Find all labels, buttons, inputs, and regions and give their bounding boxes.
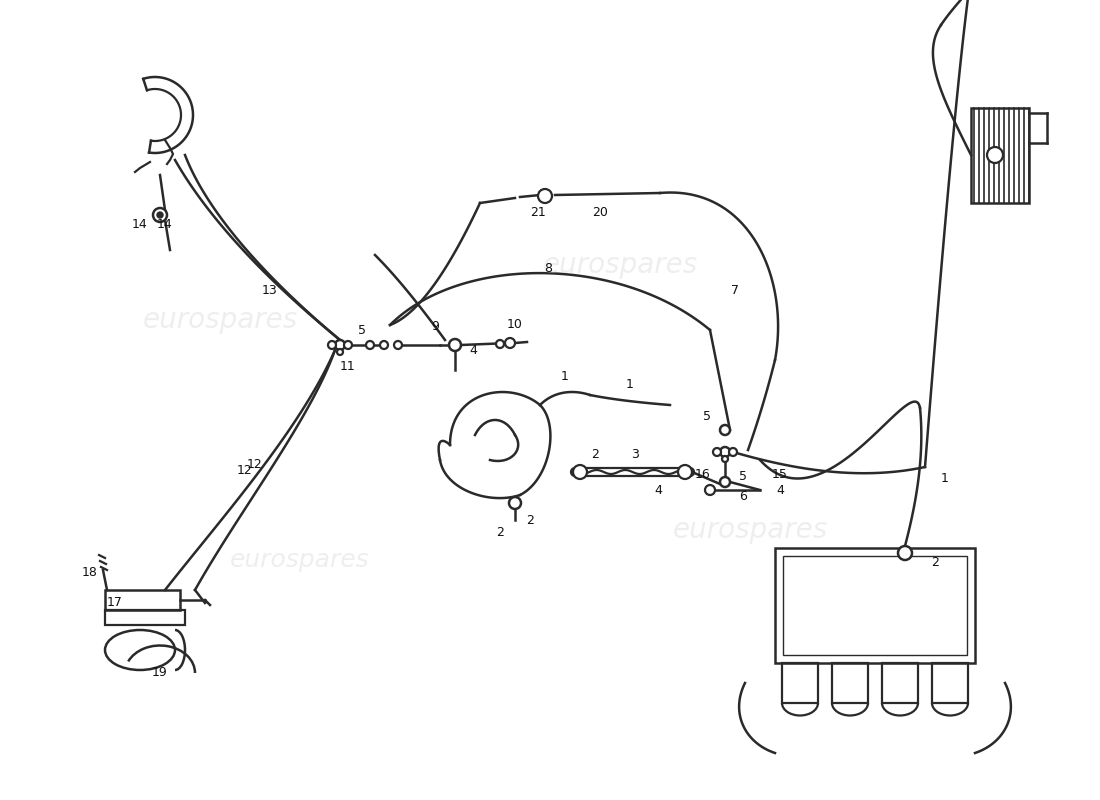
Circle shape — [366, 341, 374, 349]
Text: 1: 1 — [942, 471, 949, 485]
Text: 3: 3 — [631, 447, 639, 461]
Text: 12: 12 — [238, 463, 253, 477]
Circle shape — [705, 485, 715, 495]
Bar — [832, 663, 868, 703]
Circle shape — [505, 338, 515, 348]
Circle shape — [678, 465, 692, 479]
Circle shape — [157, 212, 163, 218]
Text: 4: 4 — [469, 343, 477, 357]
Bar — [971, 108, 1028, 203]
Circle shape — [541, 192, 549, 200]
Text: 12: 12 — [248, 458, 263, 471]
Text: 2: 2 — [496, 526, 504, 539]
Text: 5: 5 — [703, 410, 711, 423]
Text: 8: 8 — [544, 262, 552, 274]
Bar — [104, 610, 185, 625]
Text: eurospares: eurospares — [142, 306, 298, 334]
Text: 5: 5 — [739, 470, 747, 483]
Text: 16: 16 — [695, 467, 711, 481]
Circle shape — [337, 349, 343, 355]
Text: 14: 14 — [157, 218, 173, 231]
Text: 18: 18 — [82, 566, 98, 579]
Circle shape — [449, 339, 461, 351]
Text: 4: 4 — [777, 483, 784, 497]
Circle shape — [720, 425, 730, 435]
Circle shape — [379, 341, 388, 349]
Text: 1: 1 — [561, 370, 569, 383]
Bar — [104, 590, 180, 610]
Text: 19: 19 — [152, 666, 168, 679]
Circle shape — [573, 465, 587, 479]
Circle shape — [722, 456, 728, 462]
Text: 17: 17 — [107, 597, 123, 610]
Text: 14: 14 — [132, 218, 147, 231]
Circle shape — [898, 546, 912, 560]
Text: 11: 11 — [340, 361, 356, 374]
Bar — [882, 663, 918, 703]
Text: 2: 2 — [526, 514, 534, 526]
Circle shape — [987, 147, 1003, 163]
Text: 2: 2 — [591, 447, 598, 461]
Circle shape — [713, 448, 721, 456]
Circle shape — [720, 477, 730, 487]
Text: 15: 15 — [772, 467, 788, 481]
Text: 7: 7 — [732, 283, 739, 297]
Circle shape — [153, 208, 167, 222]
Text: 6: 6 — [739, 490, 747, 503]
Bar — [776, 548, 975, 663]
Text: 9: 9 — [431, 321, 439, 334]
Circle shape — [344, 341, 352, 349]
Circle shape — [496, 340, 504, 348]
Circle shape — [686, 468, 694, 476]
Circle shape — [571, 468, 579, 476]
Circle shape — [720, 447, 730, 457]
Text: eurospares: eurospares — [672, 516, 827, 544]
Text: 4: 4 — [654, 483, 662, 497]
Text: 1: 1 — [626, 378, 634, 391]
Text: 5: 5 — [358, 323, 366, 337]
Bar — [782, 663, 818, 703]
Text: eurospares: eurospares — [230, 548, 370, 572]
Circle shape — [538, 189, 552, 203]
Text: 13: 13 — [262, 283, 278, 297]
Circle shape — [729, 448, 737, 456]
Text: 10: 10 — [507, 318, 522, 331]
Text: eurospares: eurospares — [542, 251, 697, 279]
Bar — [783, 556, 967, 655]
Text: 21: 21 — [530, 206, 546, 219]
Text: 2: 2 — [931, 557, 939, 570]
Circle shape — [328, 341, 336, 349]
Bar — [932, 663, 968, 703]
Circle shape — [509, 497, 521, 509]
Text: 20: 20 — [592, 206, 608, 219]
Circle shape — [394, 341, 402, 349]
Circle shape — [336, 340, 345, 350]
